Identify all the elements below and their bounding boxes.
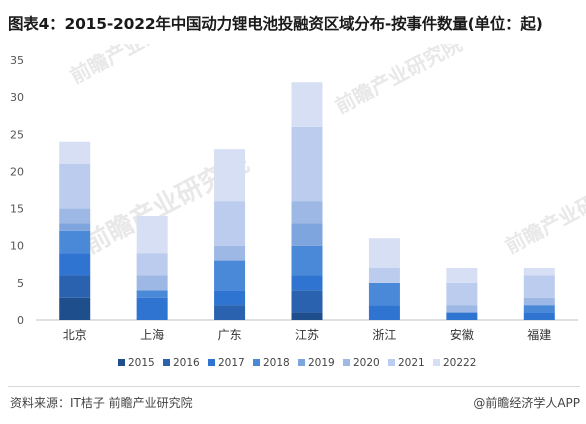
bar-segment-2021	[214, 201, 246, 246]
bar-segment-2020	[523, 297, 555, 306]
x-category-label: 上海	[140, 327, 164, 342]
bar-segment-20222	[368, 238, 400, 268]
chart-title: 图表4：2015-2022年中国动力锂电池投融资区域分布-按事件数量(单位：起)	[8, 15, 543, 33]
bar-segment-2016	[291, 290, 323, 313]
bar-segment-2017	[368, 305, 400, 320]
x-category-label: 广东	[218, 328, 242, 342]
chart-legend: 2015 2016 2017 2018 2019 2020 2021 20222	[118, 357, 476, 369]
bar-segment-2018	[368, 282, 400, 306]
x-category-label: 福建	[527, 327, 551, 342]
bar-segment-2021	[523, 275, 555, 298]
bar-segment-2020	[446, 305, 478, 313]
watermark-text: 前瞻产业研究院	[66, 44, 201, 88]
legend-label: 2021	[398, 357, 425, 369]
bar-segment-2020	[136, 275, 168, 291]
bar-segment-20222	[291, 82, 323, 127]
bar-segment-2017	[59, 253, 91, 276]
y-tick-label: 5	[17, 277, 24, 290]
legend-label: 2015	[128, 357, 155, 369]
bar-segment-2015	[59, 297, 91, 320]
legend-swatch	[388, 359, 395, 366]
source-note: 资料来源：IT桔子 前瞻产业研究院	[10, 396, 193, 410]
bar-segment-2018	[523, 305, 555, 313]
bar-segment-20222	[446, 268, 478, 283]
y-tick-label: 25	[10, 128, 24, 141]
bar-segment-2021	[368, 268, 400, 283]
bar-segment-2019	[59, 223, 91, 231]
bar-segment-2021	[291, 126, 323, 202]
bar-segment-2018	[214, 260, 246, 291]
bar-segment-2016	[59, 275, 91, 298]
legend-label: 2017	[218, 357, 245, 369]
chart-bars: 北京 上海 广东 江苏 浙江 安徽 福建	[59, 82, 555, 342]
watermark-text: 前瞻产业研究院	[331, 44, 466, 118]
bar-segment-2019	[291, 223, 323, 246]
bar-segment-2021	[136, 253, 168, 276]
brand-credit: @前瞻经济学人APP	[473, 396, 580, 410]
bar-segment-2020	[291, 201, 323, 224]
y-tick-label: 15	[10, 203, 24, 216]
bar-segment-20222	[523, 268, 555, 276]
legend-label: 20222	[443, 357, 476, 369]
bar-segment-2015	[291, 312, 323, 320]
legend-swatch	[208, 359, 215, 366]
bar-segment-20222	[59, 141, 91, 164]
y-tick-label: 35	[10, 54, 24, 67]
y-tick-label: 0	[17, 314, 24, 327]
watermark-text: 前瞻产业研究院	[501, 171, 586, 258]
legend-swatch	[343, 359, 350, 366]
legend-swatch	[163, 359, 170, 366]
bar-segment-2018	[291, 245, 323, 276]
legend-swatch	[118, 359, 125, 366]
y-tick-label: 10	[10, 240, 24, 253]
legend-label: 2018	[263, 357, 290, 369]
bar-segment-20222	[136, 216, 168, 254]
bar-segment-2020	[214, 245, 246, 261]
bar-segment-2017	[446, 312, 478, 320]
bar-segment-2021	[446, 282, 478, 306]
legend-label: 2016	[173, 357, 200, 369]
bar-segment-2017	[214, 290, 246, 306]
bar-segment-2020	[59, 208, 91, 224]
y-tick-label: 20	[10, 165, 24, 178]
legend-swatch	[298, 359, 305, 366]
bar-segment-2017	[136, 297, 168, 320]
legend-swatch	[433, 359, 440, 366]
footer-divider	[8, 386, 580, 387]
legend-swatch	[253, 359, 260, 366]
bar-segment-2017	[523, 312, 555, 320]
legend-label: 2019	[308, 357, 335, 369]
x-category-label: 浙江	[372, 328, 396, 342]
bar-segment-2018	[59, 230, 91, 254]
legend-label: 2020	[353, 357, 380, 369]
y-tick-label: 30	[10, 91, 24, 104]
x-category-label: 北京	[63, 328, 87, 342]
x-category-label: 安徽	[450, 327, 474, 342]
bar-segment-2017	[291, 275, 323, 291]
bar-segment-2021	[59, 164, 91, 209]
stacked-bar-chart: 前瞻产业研究院 前瞻产业研究院 前瞻产业研究院 前瞻产业研究院 05101520…	[10, 44, 586, 369]
x-category-label: 江苏	[295, 328, 319, 342]
bar-segment-20222	[214, 149, 246, 202]
bar-segment-2018	[136, 290, 168, 298]
bar-segment-2016	[214, 305, 246, 320]
chart-area: 前瞻产业研究院 前瞻产业研究院 前瞻产业研究院 前瞻产业研究院 0 5 10 15 20…	[0, 44, 586, 384]
